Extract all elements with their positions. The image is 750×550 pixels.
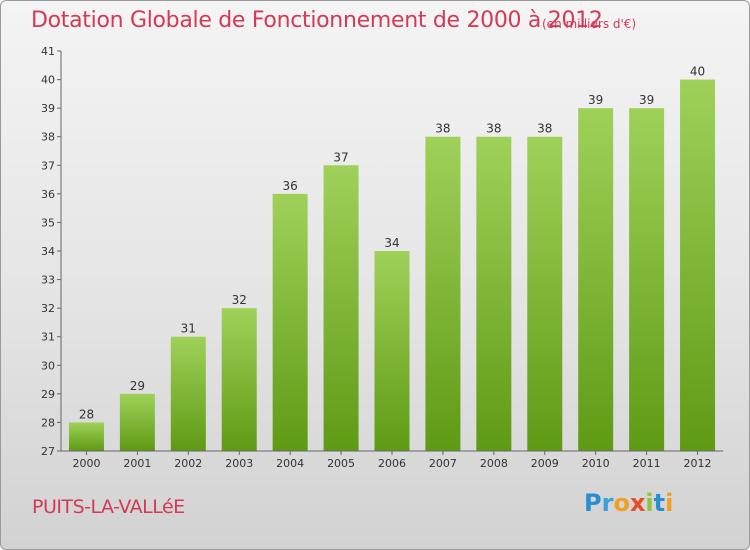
chart-subtitle: (en milliers d'€): [542, 17, 637, 31]
bars-layer: [68, 79, 716, 452]
bar: [578, 108, 614, 452]
x-tick-label: 2010: [582, 457, 610, 470]
bar: [170, 336, 206, 451]
y-tick-label: 34: [41, 245, 55, 258]
bar-value-label: 31: [181, 322, 196, 336]
labels-layer: 28 2000 29 2001 31 2002 32 2003 36 2004 37 2005 34 20…: [41, 45, 712, 470]
x-tick-label: 2003: [225, 457, 253, 470]
chart-title: Dotation Globale de Fonctionnement de 20…: [31, 8, 603, 33]
y-tick-label: 27: [41, 445, 55, 458]
bar: [680, 79, 716, 452]
y-tick-label: 29: [41, 388, 55, 401]
x-tick-label: 2009: [531, 457, 559, 470]
y-tick-label: 33: [41, 274, 55, 287]
bar-value-label: 38: [486, 122, 501, 136]
logo-letter: i: [645, 489, 654, 517]
logo-letter: P: [584, 489, 602, 517]
x-tick-label: 2007: [429, 457, 457, 470]
bar-value-label: 39: [588, 93, 603, 107]
y-tick-label: 35: [41, 216, 55, 229]
bar: [476, 136, 512, 451]
y-tick-label: 28: [41, 416, 55, 429]
bar: [374, 251, 410, 451]
bar-value-label: 34: [384, 236, 399, 250]
bar-value-label: 29: [130, 379, 145, 393]
bar-value-label: 37: [333, 150, 348, 164]
y-tick-label: 40: [41, 74, 55, 87]
y-tick-label: 39: [41, 102, 55, 115]
logo-letter: o: [613, 489, 630, 517]
bar-value-label: 36: [283, 179, 298, 193]
bar-value-label: 38: [537, 122, 552, 136]
y-tick-label: 37: [41, 159, 55, 172]
y-tick-label: 36: [41, 188, 55, 201]
bar: [272, 193, 308, 451]
bar: [119, 393, 155, 451]
place-name: PUITS-LA-VALLéE: [32, 496, 185, 518]
axis-layer: [57, 50, 723, 455]
bar-value-label: 40: [690, 65, 705, 79]
x-tick-label: 2001: [123, 457, 151, 470]
x-tick-label: 2004: [276, 457, 304, 470]
x-tick-label: 2005: [327, 457, 355, 470]
x-tick-label: 2000: [72, 457, 100, 470]
bar: [323, 165, 359, 452]
x-tick-label: 2011: [633, 457, 661, 470]
bar: [221, 308, 257, 451]
logo-letter: i: [665, 489, 674, 517]
x-tick-label: 2012: [684, 457, 712, 470]
bar: [425, 136, 461, 451]
bar-value-label: 39: [639, 93, 654, 107]
proxiti-logo: Proxiti: [584, 489, 673, 517]
bar-value-label: 28: [79, 407, 94, 421]
y-tick-label: 41: [41, 45, 55, 58]
logo-letter: x: [629, 489, 646, 517]
bar-value-label: 38: [435, 122, 450, 136]
bar: [629, 108, 665, 452]
y-tick-label: 31: [41, 331, 55, 344]
x-tick-label: 2006: [378, 457, 406, 470]
x-tick-label: 2008: [480, 457, 508, 470]
logo-letter: t: [653, 489, 666, 517]
y-tick-label: 38: [41, 131, 55, 144]
bar-value-label: 32: [232, 293, 247, 307]
bar: [527, 136, 563, 451]
bar: [68, 422, 104, 451]
logo-letter: r: [601, 489, 614, 517]
y-tick-label: 32: [41, 302, 55, 315]
x-tick-label: 2002: [174, 457, 202, 470]
y-tick-label: 30: [41, 359, 55, 372]
